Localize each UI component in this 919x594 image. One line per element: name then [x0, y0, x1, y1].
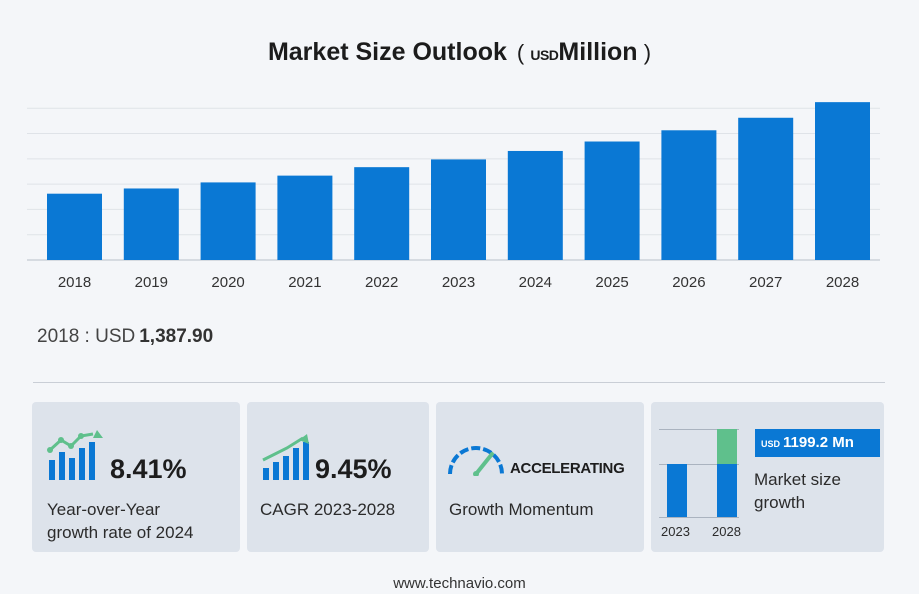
- x-tick-label: 2025: [595, 274, 628, 291]
- x-tick-label: 2028: [826, 274, 859, 291]
- bar-2028: [815, 102, 870, 261]
- x-tick-label: 2018: [58, 274, 91, 291]
- yoy-value: 8.41%: [110, 454, 187, 484]
- bar-2020: [200, 182, 256, 260]
- x-tick-label: 2022: [365, 274, 398, 291]
- x-tick-label: 2027: [749, 274, 782, 291]
- mini-bar-growth: [717, 429, 737, 464]
- bar-2027: [738, 117, 794, 260]
- mini-year-a: 2023: [661, 524, 690, 539]
- growth-badge: USD 1199.2 Mn: [755, 429, 880, 457]
- bar-trend-icon: [262, 434, 309, 480]
- mini-gridline: [659, 517, 739, 518]
- cagr-label: CAGR 2023-2028: [260, 500, 396, 519]
- bar-2025: [584, 141, 640, 260]
- x-tick-label: 2020: [211, 274, 244, 291]
- base-year-value: 2018 : USD 1,387.90: [37, 326, 214, 347]
- bar-2019: [123, 188, 179, 260]
- bar-chart: 2018 2019 2020 2021 2022 2023 2024 2025 2026 2027…: [27, 102, 880, 291]
- mini-year-b: 2028: [712, 524, 741, 539]
- x-tick-label: 2019: [135, 274, 168, 291]
- momentum-value: ACCELERATING: [510, 460, 625, 477]
- cagr-value: 9.45%: [315, 454, 392, 484]
- bar-2018: [47, 193, 102, 260]
- x-tick-label: 2026: [672, 274, 705, 291]
- bar-2023: [431, 159, 486, 260]
- momentum-label: Growth Momentum: [449, 500, 594, 519]
- x-tick-label: 2024: [519, 274, 552, 291]
- growth-label: Market size growth: [754, 470, 841, 512]
- mini-gridline: [659, 429, 739, 430]
- bar-2021: [277, 175, 333, 260]
- yoy-label: Year-over-Year growth rate of 2024: [47, 500, 194, 542]
- bar-2024: [507, 150, 563, 260]
- divider: [33, 382, 885, 383]
- chart-title: Market Size Outlook( USDMillion ): [267, 38, 652, 66]
- momentum-card: ACCELERATING Growth Momentum: [436, 402, 644, 552]
- speedometer-icon: [448, 446, 504, 476]
- x-tick-label: 2023: [442, 274, 475, 291]
- footer-source: www.technavio.com: [393, 575, 526, 592]
- x-tick-label: 2021: [288, 274, 321, 291]
- bar-2022: [354, 167, 410, 260]
- yoy-card: 8.41% Year-over-Year growth rate of 2024: [32, 402, 240, 552]
- growth-card: 2023 2028 USD 1199.2 Mn Market size growth: [651, 402, 884, 552]
- growth-chart-icon: [47, 430, 103, 480]
- bar-2026: [661, 130, 717, 260]
- mini-bar-2028: [717, 464, 737, 517]
- mini-gridline: [659, 464, 739, 465]
- cagr-card: 9.45% CAGR 2023-2028: [247, 402, 429, 552]
- mini-bar-2023: [667, 464, 687, 517]
